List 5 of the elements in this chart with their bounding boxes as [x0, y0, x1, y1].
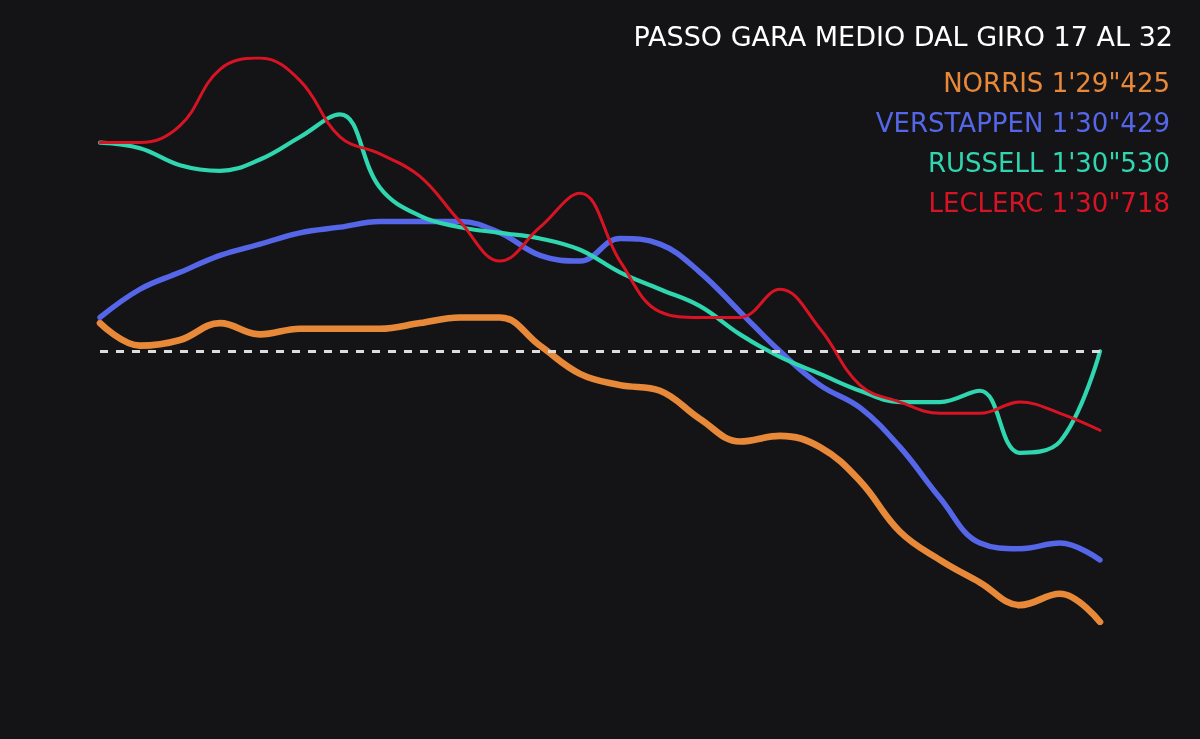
text: NORRIS 1'29"425 [943, 68, 1170, 98]
text: RUSSELL 1'30"530 [927, 148, 1170, 178]
text: LECLERC 1'30"718 [928, 188, 1170, 218]
chart-title: PASSO GARA MEDIO DAL GIRO 17 AL 32 [633, 21, 1174, 52]
text: VERSTAPPEN 1'30"429 [875, 108, 1170, 138]
